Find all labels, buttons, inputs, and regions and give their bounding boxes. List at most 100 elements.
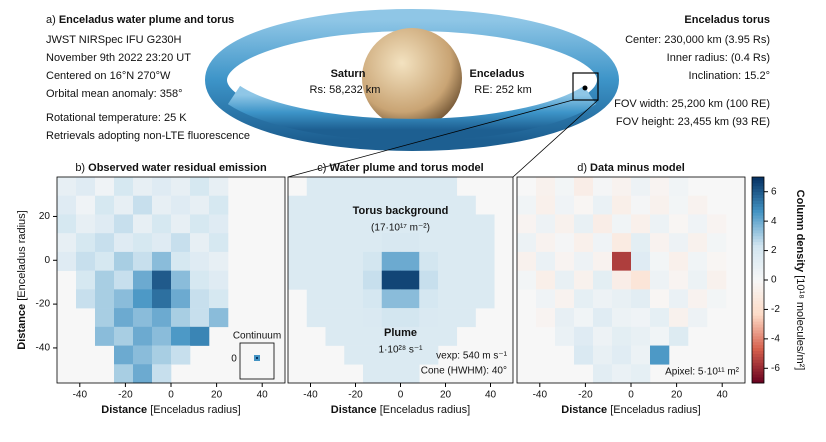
x-tick-label: 20 bbox=[211, 390, 223, 401]
cell bbox=[574, 345, 594, 365]
colorbar-step bbox=[752, 200, 764, 204]
cell bbox=[650, 195, 670, 215]
cell bbox=[612, 326, 632, 346]
cell bbox=[288, 233, 308, 253]
cell bbox=[688, 251, 708, 271]
colorbar-step bbox=[752, 321, 764, 325]
colorbar-step bbox=[752, 335, 764, 340]
cell bbox=[593, 345, 613, 365]
info: JWST NIRSpec IFU G230H bbox=[46, 34, 182, 46]
colorbar-tick-label: 4 bbox=[771, 216, 777, 227]
cell bbox=[555, 233, 575, 253]
cell bbox=[114, 233, 134, 253]
annotation: Cone (HWHM): 40° bbox=[421, 366, 507, 377]
cell bbox=[400, 251, 420, 271]
cell bbox=[114, 326, 134, 346]
cell bbox=[612, 345, 632, 365]
cell bbox=[114, 251, 134, 271]
x-tick-label: 40 bbox=[257, 390, 269, 401]
annotation: Plume bbox=[384, 327, 417, 339]
cell bbox=[306, 289, 326, 309]
colorbar-step bbox=[752, 347, 764, 352]
cell bbox=[209, 214, 229, 234]
colorbar-step bbox=[752, 224, 764, 228]
cell bbox=[593, 251, 613, 271]
colorbar-step bbox=[752, 262, 764, 266]
cell bbox=[363, 289, 383, 309]
y-tick-label: 20 bbox=[39, 211, 51, 222]
cell bbox=[536, 289, 556, 309]
cell bbox=[555, 326, 575, 346]
cell bbox=[381, 289, 401, 309]
x-tick-label: 20 bbox=[671, 390, 683, 401]
cell bbox=[669, 177, 689, 197]
cell bbox=[381, 270, 401, 290]
cell bbox=[76, 251, 96, 271]
colorbar-step bbox=[752, 288, 764, 293]
cell bbox=[190, 233, 210, 253]
cell bbox=[209, 251, 229, 271]
info: Centered on 16°N 270°W bbox=[46, 70, 171, 82]
colorbar-step bbox=[752, 371, 764, 375]
cell bbox=[456, 214, 476, 234]
colorbar-step bbox=[752, 232, 764, 237]
saturn bbox=[362, 28, 462, 128]
colorbar-step bbox=[752, 197, 764, 201]
cell bbox=[57, 233, 77, 253]
colorbar-step bbox=[752, 250, 764, 254]
colorbar-step bbox=[752, 327, 764, 331]
cell bbox=[171, 177, 191, 197]
cell bbox=[438, 326, 458, 346]
cell bbox=[612, 364, 632, 384]
colorbar-step bbox=[752, 179, 764, 184]
cell bbox=[325, 195, 345, 215]
cell bbox=[306, 177, 326, 197]
y-tick-label: -40 bbox=[36, 343, 51, 354]
colorbar-step bbox=[752, 330, 764, 334]
x-axis-label: Distance [Enceladus radius] bbox=[101, 404, 240, 416]
cell bbox=[707, 233, 727, 253]
x-tick-label: 40 bbox=[485, 390, 497, 401]
cell bbox=[612, 195, 632, 215]
cell bbox=[363, 195, 383, 215]
cell bbox=[555, 214, 575, 234]
cell bbox=[593, 233, 613, 253]
cell bbox=[209, 177, 229, 197]
cell bbox=[76, 214, 96, 234]
cell bbox=[114, 289, 134, 309]
colorbar-step bbox=[752, 177, 764, 181]
cell bbox=[536, 195, 556, 215]
cell bbox=[152, 345, 172, 365]
cell bbox=[95, 251, 115, 271]
colorbar-step bbox=[752, 241, 764, 246]
cell bbox=[363, 214, 383, 234]
cell bbox=[363, 326, 383, 346]
cell bbox=[631, 195, 651, 215]
cell bbox=[419, 251, 439, 271]
cell bbox=[344, 345, 364, 365]
cell bbox=[612, 214, 632, 234]
cell bbox=[612, 233, 632, 253]
cell bbox=[133, 233, 153, 253]
inset-blob bbox=[256, 357, 258, 359]
cell bbox=[574, 251, 594, 271]
info: Center: 230,000 km (3.95 Rs) bbox=[625, 34, 770, 46]
cell bbox=[419, 233, 439, 253]
annotation: Apixel: 5·10¹¹ m² bbox=[665, 367, 740, 378]
colorbar-label: Column density [10¹⁸ molecules/m²] bbox=[794, 190, 806, 371]
cell bbox=[574, 177, 594, 197]
x-axis-label: Distance [Enceladus radius] bbox=[561, 404, 700, 416]
annotation: Torus background bbox=[353, 205, 449, 217]
panel-title-text: Data minus model bbox=[590, 162, 685, 174]
cell bbox=[344, 214, 364, 234]
cell bbox=[152, 177, 172, 197]
colorbar-step bbox=[752, 318, 764, 322]
cell bbox=[288, 214, 308, 234]
enceladus bbox=[582, 85, 588, 91]
colorbar-step bbox=[752, 185, 764, 190]
cell bbox=[57, 251, 77, 271]
cell bbox=[400, 345, 420, 365]
cell bbox=[133, 326, 153, 346]
colorbar-step bbox=[752, 356, 764, 360]
cell bbox=[650, 233, 670, 253]
